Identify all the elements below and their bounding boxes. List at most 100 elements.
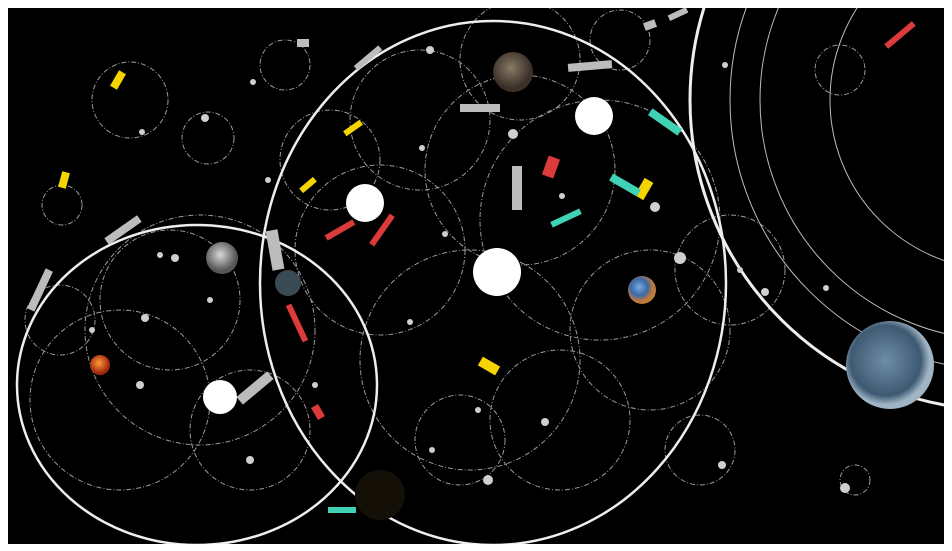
white-planet bbox=[473, 248, 521, 296]
moon bbox=[426, 46, 434, 54]
gray-planet bbox=[206, 242, 238, 274]
orbit bbox=[84, 214, 316, 446]
rod bbox=[647, 108, 683, 136]
thin-orbits bbox=[24, 8, 871, 496]
rod bbox=[311, 403, 325, 421]
orbit bbox=[489, 349, 631, 491]
orbit bbox=[839, 464, 871, 496]
orbit bbox=[814, 44, 866, 96]
orbit bbox=[424, 74, 616, 266]
orbit bbox=[24, 284, 96, 356]
orbit bbox=[181, 111, 235, 165]
white-planet bbox=[575, 97, 613, 135]
orbit bbox=[189, 369, 311, 491]
orbit bbox=[91, 61, 169, 139]
ice-planet bbox=[846, 321, 934, 409]
rod bbox=[460, 104, 500, 112]
moon bbox=[823, 285, 829, 291]
moon bbox=[722, 62, 728, 68]
moon bbox=[250, 79, 256, 85]
moon bbox=[483, 475, 493, 485]
orbit bbox=[729, 8, 944, 365]
orbit bbox=[589, 9, 651, 71]
rod bbox=[285, 303, 309, 343]
main-orbit bbox=[15, 223, 379, 544]
rod bbox=[642, 19, 658, 31]
rod bbox=[477, 356, 501, 376]
rod bbox=[297, 39, 309, 47]
outer-orbits bbox=[688, 8, 944, 407]
white-planet bbox=[346, 184, 384, 222]
moon bbox=[312, 382, 318, 388]
moon bbox=[157, 252, 163, 258]
moon bbox=[429, 447, 435, 453]
earth-planet bbox=[628, 276, 656, 304]
rod bbox=[609, 173, 641, 197]
rod bbox=[667, 8, 689, 21]
moon bbox=[737, 267, 743, 273]
orbit bbox=[259, 39, 311, 91]
moon bbox=[650, 202, 660, 212]
rod bbox=[236, 371, 274, 405]
rod bbox=[353, 45, 383, 71]
moon bbox=[761, 288, 769, 296]
brown-planet bbox=[493, 52, 533, 92]
main-orbit bbox=[688, 8, 944, 407]
rod bbox=[299, 176, 317, 194]
orbit bbox=[459, 8, 581, 121]
rod bbox=[884, 21, 916, 49]
moons bbox=[89, 46, 850, 493]
rod bbox=[328, 507, 356, 513]
orbit bbox=[99, 229, 241, 371]
orbit bbox=[349, 49, 491, 191]
moon bbox=[419, 145, 425, 151]
moon bbox=[141, 314, 149, 322]
orbit bbox=[569, 249, 731, 411]
moon bbox=[207, 297, 213, 303]
moon bbox=[674, 252, 686, 264]
orbit bbox=[414, 394, 506, 486]
moon bbox=[265, 177, 271, 183]
rod bbox=[634, 177, 654, 201]
moon bbox=[136, 381, 144, 389]
moon bbox=[541, 418, 549, 426]
rod bbox=[324, 219, 356, 241]
orbit bbox=[829, 8, 944, 261]
moon bbox=[442, 231, 448, 237]
orbit bbox=[674, 214, 786, 326]
orbit bbox=[279, 109, 381, 211]
main-orbit bbox=[258, 19, 728, 544]
orbit bbox=[664, 414, 736, 486]
moon bbox=[559, 193, 565, 199]
moon bbox=[201, 114, 209, 122]
rod bbox=[512, 166, 522, 210]
rods bbox=[27, 8, 916, 513]
moon bbox=[407, 319, 413, 325]
dark-planet bbox=[275, 270, 301, 296]
moon bbox=[246, 456, 254, 464]
scene bbox=[15, 8, 944, 544]
rod bbox=[567, 60, 613, 72]
rod bbox=[104, 215, 142, 245]
moon bbox=[89, 327, 95, 333]
moon bbox=[840, 483, 850, 493]
red-planet bbox=[90, 355, 110, 375]
rod bbox=[550, 208, 582, 228]
planets bbox=[90, 52, 934, 520]
moon bbox=[718, 461, 726, 469]
moon bbox=[475, 407, 481, 413]
rod bbox=[265, 229, 285, 271]
rod bbox=[541, 155, 561, 179]
orbit bbox=[759, 8, 944, 334]
white-planet bbox=[203, 380, 237, 414]
orbit bbox=[359, 249, 581, 471]
dark-planet bbox=[355, 470, 405, 520]
moon bbox=[508, 129, 518, 139]
rod bbox=[110, 70, 126, 90]
rod bbox=[27, 268, 53, 312]
rod bbox=[343, 119, 363, 137]
moon bbox=[139, 129, 145, 135]
moon bbox=[171, 254, 179, 262]
rod bbox=[369, 213, 395, 247]
